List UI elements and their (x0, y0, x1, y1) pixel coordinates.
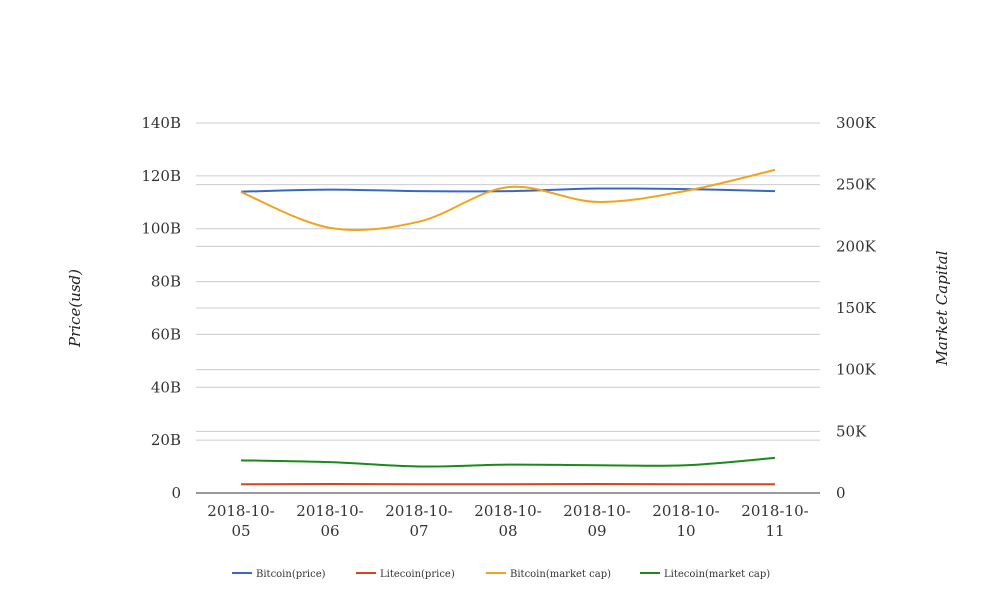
y2-axis-title: Market Capital (933, 250, 951, 366)
series-line-bitcoin-market-cap (240, 168, 776, 231)
legend-label: Litecoin(market cap) (664, 569, 770, 580)
grid-layer (196, 122, 820, 441)
legend-label: Litecoin(price) (380, 569, 455, 580)
series-layer (240, 168, 776, 486)
series-line-bitcoin-price (240, 187, 776, 193)
x-tick-label: 2018-10-07 (385, 502, 452, 540)
y2-tick-label: 250K (836, 176, 877, 194)
x-tick-label: 2018-10-06 (296, 502, 363, 540)
y2-tick-label: 0 (836, 484, 846, 502)
y-tick-label: 40B (151, 378, 181, 396)
y-tick-label: 0 (171, 484, 181, 502)
y2-tick-label: 50K (836, 422, 867, 440)
axis-layer: 0 20B 40B 60B 80B 100B 120B 140B 0 50K 100K 150K 200… (141, 114, 876, 540)
y-tick-label: 120B (141, 167, 181, 185)
y2-tick-label: 200K (836, 237, 877, 255)
series-line-litecoin-market-cap (240, 456, 776, 468)
x-tick-label: 2018-10-10 (652, 502, 719, 540)
y2-tick-label: 100K (836, 361, 877, 379)
x-tick-label: 2018-10-08 (474, 502, 541, 540)
x-tick-label: 2018-10-11 (741, 502, 808, 540)
y-axis-title: Price(usd) (66, 269, 84, 348)
y2-tick-label: 300K (836, 114, 877, 132)
legend-label: Bitcoin(market cap) (510, 569, 611, 580)
x-tick-label: 2018-10-05 (207, 502, 274, 540)
y-tick-label: 100B (141, 220, 181, 238)
y-tick-label: 20B (151, 431, 181, 449)
legend: Bitcoin(price) Litecoin(price) Bitcoin(mar… (232, 569, 770, 580)
y-tick-label: 60B (151, 325, 181, 343)
y-tick-label: 80B (151, 273, 181, 291)
y2-tick-label: 150K (836, 299, 877, 317)
y-tick-label: 140B (141, 114, 181, 132)
legend-label: Bitcoin(price) (256, 569, 326, 580)
x-tick-label: 2018-10-09 (563, 502, 630, 540)
